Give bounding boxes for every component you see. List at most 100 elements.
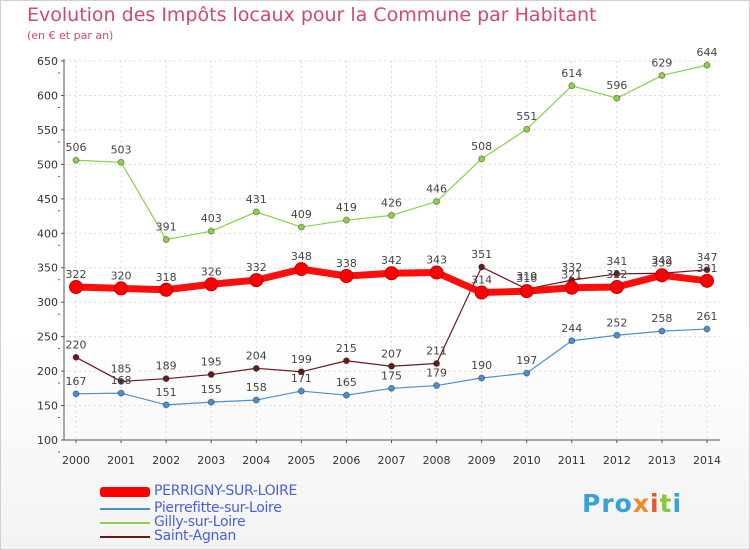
data-label: 319 bbox=[516, 270, 537, 283]
data-label: 629 bbox=[651, 56, 672, 69]
x-tick-label: 2012 bbox=[603, 454, 631, 467]
data-label: 316 bbox=[516, 272, 537, 285]
x-tick-label: 2007 bbox=[378, 454, 406, 467]
y-tick-label: 400 bbox=[37, 227, 58, 240]
legend-label: Saint-Agnan bbox=[154, 528, 236, 544]
data-point bbox=[162, 401, 170, 409]
data-point bbox=[249, 273, 264, 288]
data-label: 391 bbox=[156, 220, 177, 233]
data-label: 320 bbox=[111, 269, 132, 282]
data-label: 321 bbox=[561, 269, 582, 282]
data-label: 179 bbox=[426, 367, 447, 380]
data-label: 551 bbox=[516, 110, 537, 123]
data-point bbox=[658, 327, 666, 335]
data-point bbox=[117, 389, 125, 397]
data-point bbox=[474, 285, 489, 300]
data-label: 195 bbox=[201, 356, 222, 369]
y-tick-label: 650 bbox=[37, 55, 58, 68]
legend-swatch bbox=[100, 487, 150, 497]
legend-swatch bbox=[100, 536, 150, 538]
y-tick-label: 100 bbox=[37, 434, 58, 447]
y-tick-label: 200 bbox=[37, 365, 58, 378]
data-point bbox=[162, 375, 170, 383]
data-label: 322 bbox=[66, 268, 87, 281]
y-tick-label: 450 bbox=[37, 193, 58, 206]
data-point bbox=[658, 71, 666, 79]
data-point bbox=[433, 198, 441, 206]
data-label: 326 bbox=[201, 265, 222, 278]
data-point bbox=[703, 61, 711, 69]
data-label: 197 bbox=[516, 354, 537, 367]
data-label: 167 bbox=[66, 375, 87, 388]
y-tick-label: 350 bbox=[37, 262, 58, 275]
data-label: 322 bbox=[606, 268, 627, 281]
data-point bbox=[294, 262, 309, 277]
data-point bbox=[72, 390, 80, 398]
data-label: 403 bbox=[201, 212, 222, 225]
data-label: 431 bbox=[246, 193, 267, 206]
data-point bbox=[162, 235, 170, 243]
data-point bbox=[297, 368, 305, 376]
data-point bbox=[204, 277, 219, 292]
data-point bbox=[523, 369, 531, 377]
data-point bbox=[388, 211, 395, 219]
data-label: 419 bbox=[336, 201, 357, 214]
y-tick-label: 500 bbox=[37, 158, 58, 171]
data-label: 207 bbox=[381, 347, 402, 360]
data-label: 343 bbox=[426, 254, 447, 267]
x-tick-label: 2014 bbox=[693, 454, 721, 467]
legend-label: Pierrefitte-sur-Loire bbox=[154, 500, 282, 516]
data-point bbox=[207, 398, 215, 406]
data-point bbox=[159, 282, 174, 297]
data-label: 189 bbox=[156, 360, 177, 373]
data-point bbox=[564, 280, 579, 295]
data-label: 199 bbox=[291, 353, 312, 366]
x-tick-label: 2003 bbox=[197, 454, 225, 467]
data-point bbox=[252, 208, 260, 216]
data-label: 342 bbox=[381, 254, 402, 267]
data-point bbox=[342, 216, 350, 224]
chart-subtitle: (en € et par an) bbox=[27, 29, 114, 42]
data-point bbox=[703, 325, 711, 333]
data-label: 508 bbox=[471, 140, 492, 153]
data-label: 168 bbox=[111, 374, 132, 387]
data-point bbox=[478, 155, 486, 163]
data-label: 314 bbox=[471, 274, 492, 287]
data-label: 347 bbox=[697, 251, 718, 264]
y-tick-label: 250 bbox=[37, 331, 58, 344]
x-tick-label: 2005 bbox=[287, 454, 315, 467]
data-label: 252 bbox=[606, 316, 627, 329]
data-label: 220 bbox=[66, 338, 87, 351]
data-label: 171 bbox=[291, 372, 312, 385]
data-point bbox=[297, 387, 305, 395]
y-tick-label: 550 bbox=[37, 124, 58, 137]
data-point bbox=[429, 265, 444, 280]
data-point bbox=[613, 94, 621, 102]
data-point bbox=[342, 391, 350, 399]
data-point bbox=[297, 223, 305, 231]
data-label: 332 bbox=[561, 261, 582, 274]
data-point bbox=[609, 280, 624, 295]
data-label: 155 bbox=[201, 383, 222, 396]
data-point bbox=[69, 280, 83, 295]
x-tick-label: 2001 bbox=[107, 454, 135, 467]
chart-title: Evolution des Impôts locaux pour la Comm… bbox=[27, 4, 597, 26]
data-label: 351 bbox=[471, 248, 492, 261]
data-label: 261 bbox=[697, 310, 718, 323]
data-label: 332 bbox=[246, 261, 267, 274]
data-label: 190 bbox=[471, 359, 492, 372]
x-tick-label: 2013 bbox=[648, 454, 676, 467]
y-tick-label: 300 bbox=[37, 296, 58, 309]
legend-label: PERRIGNY-SUR-LOIRE bbox=[154, 483, 298, 499]
x-tick-label: 2006 bbox=[332, 454, 360, 467]
x-tick-label: 2009 bbox=[468, 454, 496, 467]
data-point bbox=[703, 266, 711, 274]
data-label: 204 bbox=[246, 349, 267, 362]
data-point bbox=[478, 374, 486, 382]
data-label: 331 bbox=[697, 262, 718, 275]
data-point bbox=[207, 227, 215, 235]
data-point bbox=[117, 377, 125, 385]
data-label: 342 bbox=[651, 254, 672, 267]
data-label: 215 bbox=[336, 342, 357, 355]
proxiti-logo: Proxiti bbox=[582, 489, 683, 518]
